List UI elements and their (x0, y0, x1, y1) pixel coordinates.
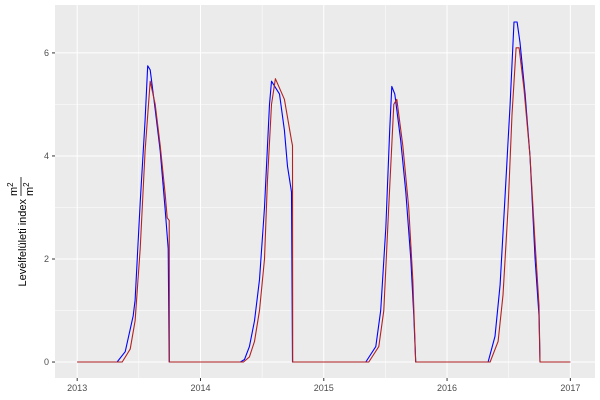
x-tick-label: 2014 (190, 383, 210, 393)
y-axis-title: Levélfelületi index m2 m2 (6, 177, 36, 286)
x-tick-label: 2013 (67, 383, 87, 393)
y-tick-label: 0 (44, 357, 49, 367)
plot-panel (55, 5, 595, 378)
series-lines (77, 21, 571, 363)
x-tick-label: 2017 (560, 383, 580, 393)
series-line-2 (77, 47, 571, 363)
y-unit-denominator: m2 (22, 182, 36, 196)
y-tick-label: 6 (44, 48, 49, 58)
y-unit-numerator: m2 (6, 182, 20, 196)
y-tick-label: 4 (44, 151, 49, 161)
y-axis-label: Levélfelületi index (17, 199, 29, 287)
x-tick-label: 2016 (437, 383, 457, 393)
y-tick-label: 2 (44, 254, 49, 264)
axes: 2013 2014 2015 2016 2017 0 2 4 6 (44, 48, 580, 393)
x-tick-label: 2015 (314, 383, 334, 393)
